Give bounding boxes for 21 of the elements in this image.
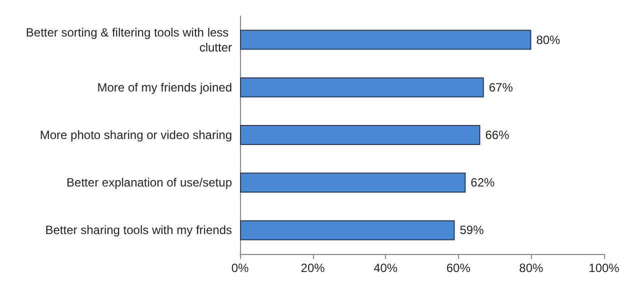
- x-tick-label: 60%: [446, 261, 471, 275]
- bar: [240, 172, 466, 193]
- bar: [240, 125, 480, 145]
- y-tick-label: Better sharing tools with my friends: [45, 223, 232, 238]
- y-tick-label: Better sorting & filtering tools with less clutter: [26, 25, 232, 54]
- data-label: 59%: [460, 223, 484, 238]
- y-tick-label: More of my friends joined: [97, 80, 232, 94]
- x-tick-label: 40%: [374, 261, 398, 275]
- bar: [240, 30, 532, 50]
- data-label: 80%: [536, 32, 561, 47]
- y-tick-label: More photo sharing or video sharing: [40, 128, 232, 142]
- data-label: 66%: [485, 128, 510, 142]
- x-tick-label: 0%: [231, 261, 249, 275]
- bar: [240, 77, 484, 98]
- y-tick-label: Better explanation of use/setup: [66, 176, 232, 190]
- x-tick-label: 20%: [300, 261, 326, 275]
- x-tick-label: 80%: [519, 261, 544, 275]
- x-tick-label: 100%: [588, 261, 620, 275]
- data-label: 67%: [488, 80, 514, 94]
- data-label: 62%: [470, 176, 496, 190]
- bar: [240, 220, 455, 240]
